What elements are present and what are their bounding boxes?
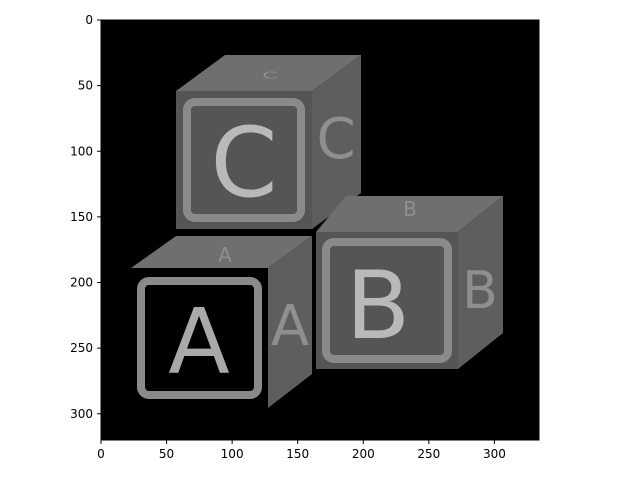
block-c: C C C [176, 55, 361, 229]
block-b-top-face [316, 196, 503, 232]
block-a-side-letter: A [271, 294, 309, 359]
y-tick-label: 200 [70, 276, 93, 290]
block-c-front-face [176, 91, 312, 229]
y-axis: 0 50 100 150 200 250 300 [70, 13, 101, 421]
block-c-top-letter: C [262, 70, 277, 82]
axes-frame [100, 19, 540, 441]
block-b-side-face [458, 196, 503, 369]
block-c-side-letter: C [316, 107, 355, 172]
x-tick-label: 100 [221, 447, 244, 461]
block-b-front-letter: B [346, 252, 411, 361]
block-a-side-face [268, 236, 312, 408]
y-tick-label: 100 [70, 144, 93, 158]
x-tick-label: 50 [159, 447, 174, 461]
y-tick-label: 150 [70, 210, 93, 224]
y-tick-label: 50 [78, 79, 93, 93]
block-a: A A A [131, 236, 312, 408]
block-a-front-face [131, 268, 268, 406]
x-tick-label: 300 [483, 447, 506, 461]
block-b-front-face [316, 232, 458, 369]
block-c-front-letter: C [210, 107, 277, 219]
block-c-top-face [176, 55, 361, 91]
block-a-front-frame [137, 277, 262, 399]
x-tick-label: 200 [352, 447, 375, 461]
y-tick-label: 250 [70, 341, 93, 355]
block-c-side-face [312, 55, 361, 229]
x-tick-label: 250 [417, 447, 440, 461]
x-tick-label: 150 [286, 447, 309, 461]
block-a-top-face [131, 236, 312, 268]
block-b-top-letter: B [403, 197, 417, 221]
block-a-front-letter: A [168, 290, 230, 395]
y-tick-label: 300 [70, 407, 93, 421]
x-axis: 0 50 100 150 200 250 300 [97, 440, 506, 461]
image-panel: C C C B B B A A A [101, 20, 539, 440]
x-tick-label: 0 [97, 447, 105, 461]
block-b-side-letter: B [462, 261, 498, 321]
block-b-front-frame [322, 238, 452, 363]
y-tick-label: 0 [85, 13, 93, 27]
block-c-front-frame [183, 98, 305, 222]
block-b: B B B [316, 196, 503, 369]
block-a-top-letter: A [218, 243, 232, 267]
